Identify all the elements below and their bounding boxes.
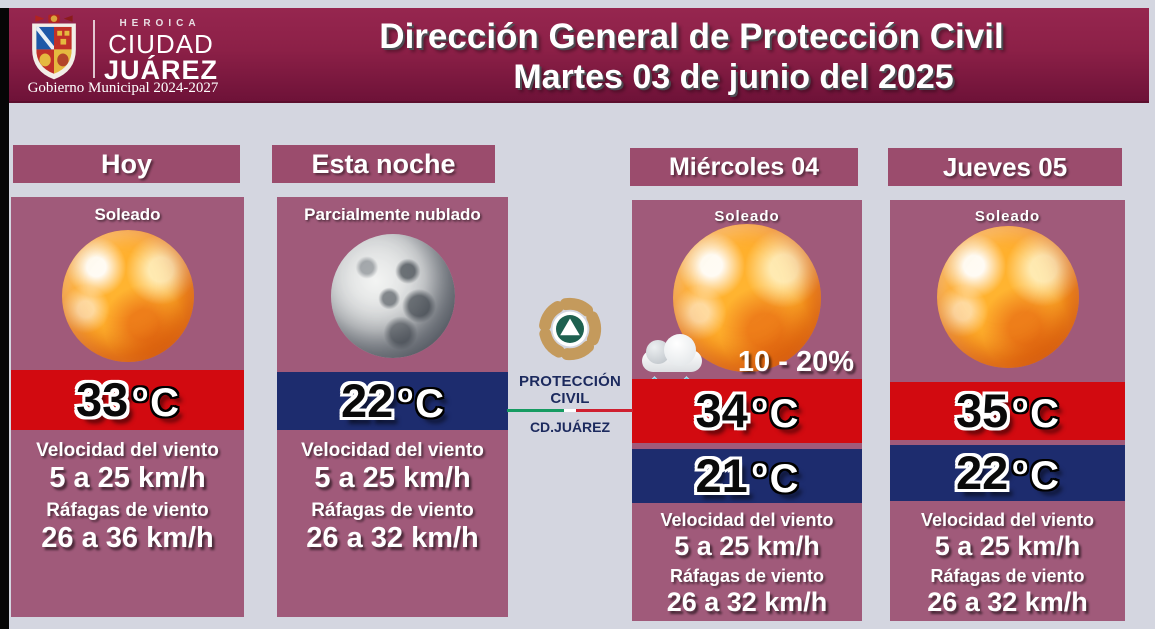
high-temp-bar: 35 oC [890,382,1125,440]
logo-heroica: HEROICA [119,18,201,29]
proteccion-civil-logo: PROTECCIÓN CIVIL CD.JUÁREZ [503,294,637,435]
flag-underline [507,409,633,412]
page-date: Martes 03 de junio del 2025 [513,58,954,96]
gust-value: 26 a 36 km/h [41,522,214,554]
wind-speed-value: 5 a 25 km/h [314,462,471,494]
condition-label: Soleado [714,208,780,225]
low-temp-bar: 22 oC [277,372,508,430]
temp-unit: C [1030,454,1060,498]
left-border-strip [0,8,9,629]
wind-info: Velocidad del viento 5 a 25 km/h Ráfagas… [632,506,862,618]
day-header-hoy: Hoy [13,145,240,183]
condition-label: Soleado [974,208,1041,225]
wind-speed-label: Velocidad del viento [660,510,834,530]
wind-info: Velocidad del viento 5 a 25 km/h Ráfagas… [277,435,508,555]
wind-speed-label: Velocidad del viento [920,510,1095,530]
degree-symbol: o [751,388,768,418]
high-temp-value: 34 [695,384,748,437]
temp-unit: C [415,382,445,426]
day-header-esta-noche: Esta noche [272,145,495,183]
wind-speed-value: 5 a 25 km/h [674,531,820,561]
degree-symbol: o [1012,388,1029,418]
wind-speed-value: 5 a 25 km/h [49,462,206,494]
high-temp-bar: 34 oC [632,379,862,443]
low-temp-value: 22 [340,374,394,427]
high-temp-bar: 33 oC [11,370,244,430]
high-temp-value: 35 [955,384,1009,437]
banner-titles: Dirección General de Protección Civil Ma… [234,17,1149,97]
low-temp-value: 22 [955,446,1009,499]
degree-symbol: o [751,453,768,483]
gust-label: Ráfagas de viento [669,566,825,586]
temp-unit: C [769,392,799,436]
logo-divider [93,20,95,78]
precip-chance: 10 - 20% [737,346,854,378]
day-header-miercoles: Miércoles 04 [630,148,858,186]
sun-icon [936,226,1079,368]
forecast-card-miercoles: Soleado 10 - 20% 34 oC 21 oC Velocidad del… [632,200,862,621]
wind-speed-label: Velocidad del viento [301,440,484,461]
logo-gobierno: Gobierno Municipal 2024-2027 [27,80,219,96]
degree-symbol: o [132,377,149,407]
logo-ciudad: CIUDAD [108,29,214,59]
logo-juarez: JUÁREZ [103,55,218,85]
low-temp-bar: 21 oC [632,449,862,503]
moon-icon [330,234,455,358]
temp-unit: C [1030,392,1060,436]
city-coat-of-arms [32,14,76,80]
sun-icon [673,224,821,372]
gust-value: 26 a 32 km/h [666,587,828,617]
temp-unit: C [150,381,180,425]
sun-icon [61,230,194,362]
wind-speed-value: 5 a 25 km/h [934,531,1081,561]
degree-symbol: o [1012,450,1029,480]
condition-label: Parcialmente nublado [304,205,481,224]
forecast-card-jueves: Soleado 35 oC 22 oC Velocidad del viento 5… [890,200,1125,621]
gust-value: 26 a 32 km/h [306,522,479,554]
low-temp-value: 21 [695,449,748,502]
forecast-card-esta-noche: Parcialmente nublado 22 oC Velocidad del … [277,197,508,617]
wind-speed-label: Velocidad del viento [36,440,219,461]
condition-label: Soleado [94,205,161,224]
gust-value: 26 a 32 km/h [927,587,1088,617]
rain-cloud-icon [642,334,704,399]
cd-juarez-label: CD.JUÁREZ [529,419,611,435]
low-temp-bar: 22 oC [890,445,1125,501]
forecast-card-hoy: Soleado 33 oC Velocidad del viento 5 a 25… [11,197,244,617]
temp-unit: C [769,457,799,501]
degree-symbol: o [397,378,414,408]
page-title: Dirección General de Protección Civil [379,17,1004,56]
day-header-jueves: Jueves 05 [888,148,1122,186]
high-temp-value: 33 [75,373,129,426]
proteccion-civil-emblem-icon [538,297,602,361]
gust-label: Ráfagas de viento [930,566,1085,586]
proteccion-civil-label: PROTECCIÓN CIVIL [518,373,621,407]
gust-label: Ráfagas de viento [46,500,209,521]
wind-info: Velocidad del viento 5 a 25 km/h Ráfagas… [890,506,1125,618]
banner: HEROICA CIUDAD JUÁREZ Gobierno Municipal… [9,8,1149,103]
wind-info: Velocidad del viento 5 a 25 km/h Ráfagas… [11,435,244,555]
gust-label: Ráfagas de viento [311,500,474,521]
